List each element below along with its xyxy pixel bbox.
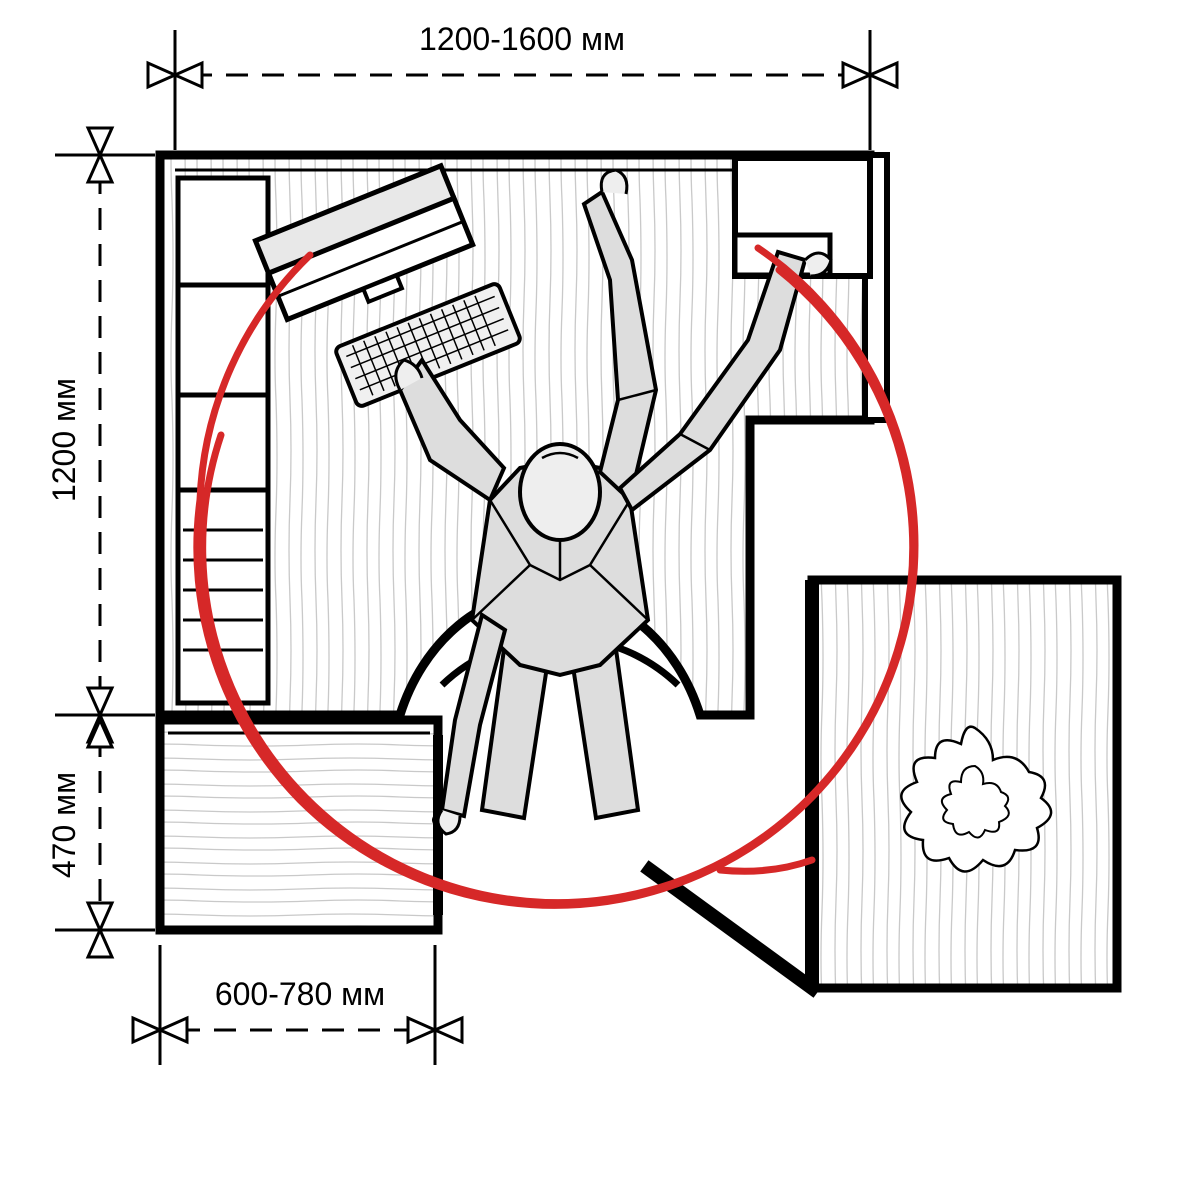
lower-cabinet: [160, 720, 444, 930]
left-shelving: [178, 178, 268, 703]
workspace-diagram: 1200-1600 мм 1200 мм 470 мм 600-780 мм: [0, 0, 1200, 1200]
dim-left-lower-label: 470 мм: [46, 772, 82, 878]
dimension-left-lower: 470 мм: [46, 720, 155, 957]
dimension-bottom: 600-780 мм: [133, 945, 462, 1065]
dimension-left-upper: 1200 мм: [46, 128, 155, 742]
reach-arc-tail: [720, 860, 812, 871]
dimension-top: 1200-1600 мм: [148, 21, 897, 150]
dim-bottom-label: 600-780 мм: [215, 976, 385, 1012]
dim-top-label: 1200-1600 мм: [419, 21, 625, 57]
dim-left-upper-label: 1200 мм: [46, 378, 82, 502]
